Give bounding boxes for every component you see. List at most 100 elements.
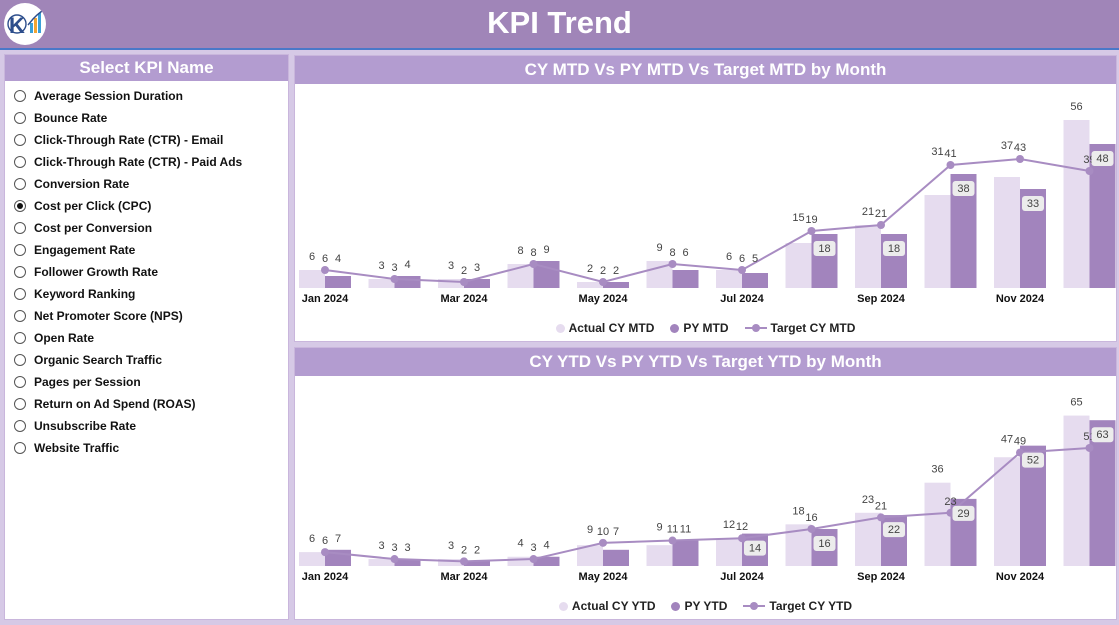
target-point <box>738 534 746 543</box>
bar-py <box>325 276 351 288</box>
data-label-box <box>952 181 975 196</box>
radio-button[interactable] <box>14 376 26 388</box>
kpi-option[interactable]: Average Session Duration <box>5 85 288 107</box>
radio-button[interactable] <box>14 310 26 322</box>
legend-item-target-cy-ytd[interactable]: Target CY YTD <box>743 599 852 613</box>
radio-button[interactable] <box>14 266 26 278</box>
kpi-option[interactable]: Unsubscribe Rate <box>5 415 288 437</box>
data-label-target: 21 <box>875 208 887 220</box>
data-label-target: 8 <box>530 247 536 259</box>
legend-label: Target CY MTD <box>770 321 856 335</box>
radio-button[interactable] <box>14 200 26 212</box>
kpi-option[interactable]: Pages per Session <box>5 371 288 393</box>
data-label-actual: 15 <box>792 212 804 224</box>
legend-item-target-cy-mtd[interactable]: Target CY MTD <box>744 321 856 335</box>
data-label-py: 22 <box>888 524 900 536</box>
kpi-option[interactable]: Organic Search Traffic <box>5 349 288 371</box>
data-label-target: 11 <box>667 524 678 536</box>
bar-actual <box>855 225 881 288</box>
radio-button[interactable] <box>14 244 26 256</box>
radio-button[interactable] <box>14 354 26 366</box>
bar-actual <box>785 243 812 288</box>
kpi-option[interactable]: Cost per Click (CPC) <box>5 195 288 217</box>
data-label-actual: 18 <box>792 505 804 517</box>
kpi-option[interactable]: Cost per Conversion <box>5 217 288 239</box>
bar-actual <box>577 545 603 566</box>
data-label-target: 6 <box>322 535 328 547</box>
target-point <box>390 555 399 564</box>
data-label-py: 33 <box>1027 198 1039 210</box>
data-label-py: 18 <box>818 243 830 255</box>
data-label-target: 2 <box>461 265 467 277</box>
data-label-target: 3 <box>391 542 397 554</box>
data-label-actual: 3 <box>448 260 454 272</box>
legend-item-py-mtd[interactable]: PY MTD <box>670 321 729 335</box>
radio-button[interactable] <box>14 398 26 410</box>
radio-button[interactable] <box>14 156 26 168</box>
radio-button[interactable] <box>14 178 26 190</box>
target-point <box>1085 443 1094 452</box>
x-tick-label: May 2024 <box>579 571 629 583</box>
data-label-actual: 2 <box>587 263 593 275</box>
kpi-option[interactable]: Website Traffic <box>5 437 288 459</box>
radio-button[interactable] <box>14 134 26 146</box>
legend-swatch-py <box>670 323 680 333</box>
mtd-chart-panel: CY MTD Vs PY MTD Vs Target MTD by Month … <box>294 55 1117 342</box>
radio-button[interactable] <box>14 90 26 102</box>
target-point <box>529 555 538 564</box>
data-label-actual: 21 <box>862 206 874 218</box>
data-label-target: 21 <box>875 500 887 512</box>
kpi-selector-title: Select KPI Name <box>5 55 288 81</box>
kpi-selector-panel: Select KPI Name Average Session Duration… <box>4 54 289 620</box>
legend-item-py-ytd[interactable]: PY YTD <box>671 599 727 613</box>
radio-button[interactable] <box>14 288 26 300</box>
data-label-py: 6 <box>682 247 688 259</box>
data-label-target: 6 <box>739 253 745 265</box>
kpi-option[interactable]: Keyword Ranking <box>5 283 288 305</box>
radio-button[interactable] <box>14 420 26 432</box>
data-label-actual: 6 <box>726 251 732 263</box>
kpi-option[interactable]: Conversion Rate <box>5 173 288 195</box>
kpi-option[interactable]: Net Promoter Score (NPS) <box>5 305 288 327</box>
data-label-box <box>1022 196 1044 211</box>
kpi-option-label: Return on Ad Spend (ROAS) <box>34 397 196 411</box>
legend-item-actual-cy-mtd[interactable]: Actual CY MTD <box>555 321 654 335</box>
kpi-option[interactable]: Engagement Rate <box>5 239 288 261</box>
target-line <box>324 446 1090 563</box>
x-tick-label: Mar 2024 <box>440 293 488 305</box>
data-label-actual: 4 <box>517 538 523 550</box>
bar-actual <box>1063 120 1090 288</box>
kpi-option[interactable]: Click-Through Rate (CTR) - Email <box>5 129 288 151</box>
kpi-option-label: Click-Through Rate (CTR) - Email <box>34 133 224 147</box>
kpi-option-label: Organic Search Traffic <box>34 353 163 367</box>
radio-button[interactable] <box>14 222 26 234</box>
data-label-py: 18 <box>888 243 900 255</box>
radio-button[interactable] <box>14 442 26 454</box>
target-point <box>599 538 607 547</box>
kpi-option[interactable]: Bounce Rate <box>5 107 288 129</box>
data-label-target: 49 <box>1014 436 1026 448</box>
kpi-option-label: Pages per Session <box>34 375 141 389</box>
bar-actual <box>716 538 742 566</box>
data-label-actual: 23 <box>862 494 874 506</box>
data-label-py: 29 <box>957 508 969 520</box>
data-label-py: 2 <box>613 265 619 277</box>
kpi-option[interactable]: Click-Through Rate (CTR) - Paid Ads <box>5 151 288 173</box>
company-logo: K <box>4 3 46 45</box>
radio-button[interactable] <box>14 332 26 344</box>
data-label-target: 8 <box>669 247 675 259</box>
bar-py <box>394 559 421 566</box>
data-label-py: 4 <box>335 253 341 265</box>
kpi-option[interactable]: Open Rate <box>5 327 288 349</box>
legend-swatch-target <box>744 324 767 332</box>
bar-actual <box>577 282 603 288</box>
data-label-py: 38 <box>957 183 969 195</box>
bar-actual <box>1063 415 1090 566</box>
legend-item-actual-cy-ytd[interactable]: Actual CY YTD <box>558 599 655 613</box>
data-label-py: 9 <box>543 244 549 256</box>
radio-button[interactable] <box>14 112 26 124</box>
kpi-option[interactable]: Return on Ad Spend (ROAS) <box>5 393 288 415</box>
kpi-option[interactable]: Follower Growth Rate <box>5 261 288 283</box>
data-label-box <box>883 241 905 256</box>
